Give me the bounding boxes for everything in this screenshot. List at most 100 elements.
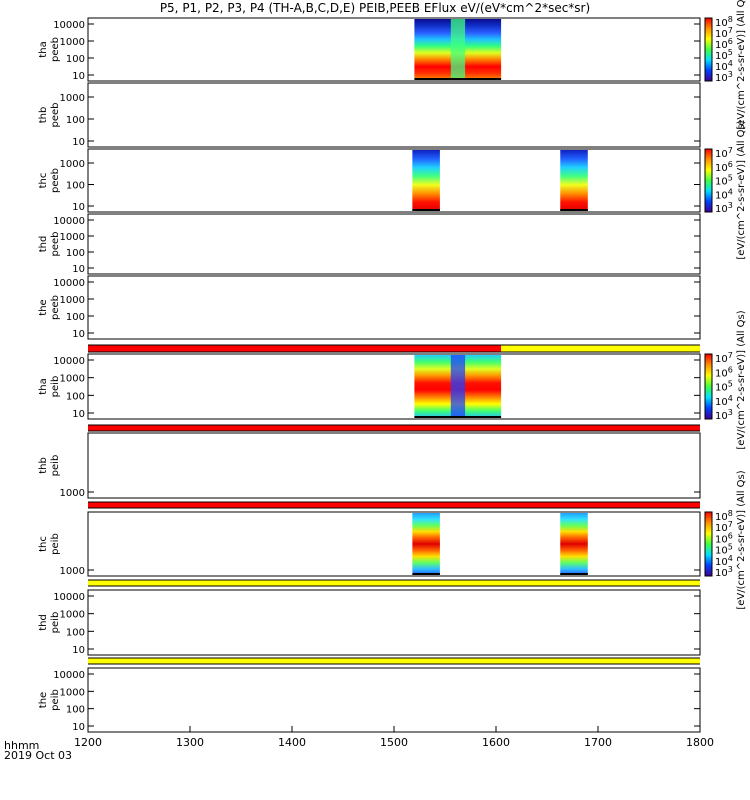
colorbar-tick-label: 106: [715, 531, 733, 545]
colorbar-tick-label: 104: [715, 59, 733, 73]
y-tick-label: 10000: [53, 670, 85, 681]
x-tick-label: 1200: [74, 736, 102, 749]
colorbar: [704, 353, 713, 420]
y-label-product: peib: [50, 689, 61, 711]
x-tick-label: 1800: [686, 736, 714, 749]
y-label-probe: thc: [38, 536, 49, 552]
spectrogram-block: [560, 150, 588, 211]
spectrogram-gap: [450, 355, 466, 418]
y-tick-label: 1000: [60, 566, 85, 577]
colorbar-tick-label: 107: [715, 146, 733, 160]
y-label-probe: the: [38, 299, 49, 315]
x-tick-label: 1400: [278, 736, 306, 749]
y-tick-label: 100: [66, 181, 85, 192]
colorbar-units-label: [eV/(cm^2-s-sr-eV)] (All Qs): [736, 120, 747, 259]
panel-frame: [87, 275, 701, 340]
y-tick-label: 100: [66, 705, 85, 716]
y-tick-label: 1000: [60, 295, 85, 306]
colorbar-tick-label: 106: [715, 37, 733, 51]
x-tick-label: 1300: [176, 736, 204, 749]
spectrogram-block: [412, 513, 440, 575]
y-tick-label: 10: [72, 722, 85, 733]
mode-bar-segment: [88, 425, 700, 431]
y-label-product: peeb: [50, 232, 61, 257]
date-label: 2019 Oct 03: [4, 749, 73, 762]
y-tick-label: 100: [66, 312, 85, 323]
time-axis-label: hhmm: [4, 739, 40, 752]
y-label-product: peeb: [50, 168, 61, 193]
panel-frame: [87, 432, 701, 499]
panel-frame: [87, 148, 701, 213]
y-label-probe: thd: [38, 236, 49, 253]
y-label-probe: tha: [38, 41, 49, 57]
y-tick-label: 100: [66, 627, 85, 638]
y-tick-label: 10000: [53, 356, 85, 367]
y-tick-label: 100: [66, 54, 85, 65]
colorbar-units-label: [eV/(cm^2-s-sr-eV)] (All Qs): [736, 310, 747, 449]
y-label-product: peeb: [50, 103, 61, 128]
mode-bar-segment: [88, 580, 700, 586]
y-tick-label: 100: [66, 248, 85, 259]
x-tick-label: 1500: [380, 736, 408, 749]
colorbar-tick-label: 103: [715, 70, 733, 84]
panel-frame: [87, 353, 701, 420]
y-tick-label: 1000: [60, 37, 85, 48]
y-tick-label: 1000: [60, 374, 85, 385]
colorbar-tick-label: 105: [715, 380, 733, 394]
y-tick-label: 1000: [60, 159, 85, 170]
y-tick-label: 1000: [60, 93, 85, 104]
panel-frame: [87, 17, 701, 82]
colorbar-tick-label: 105: [715, 174, 733, 188]
y-tick-label: 10000: [53, 216, 85, 227]
panel-frame: [87, 511, 701, 577]
figure-title: P5, P1, P2, P3, P4 (TH-A,B,C,D,E) PEIB,P…: [159, 1, 591, 15]
colorbar: [704, 17, 713, 82]
y-tick-label: 10: [72, 71, 85, 82]
colorbar-tick-label: 107: [715, 520, 733, 534]
panel-frame: [87, 213, 701, 275]
y-label-product: peib: [50, 533, 61, 555]
panel-frame: [87, 589, 701, 656]
x-tick-label: 1600: [482, 736, 510, 749]
colorbar-tick-label: 107: [715, 26, 733, 40]
y-tick-label: 1000: [60, 610, 85, 621]
colorbar-tick-label: 105: [715, 48, 733, 62]
colorbar-tick-label: 108: [715, 15, 733, 29]
colorbar-tick-label: 106: [715, 365, 733, 379]
colorbar-tick-label: 103: [715, 408, 733, 422]
colorbar-tick-label: 103: [715, 201, 733, 215]
y-tick-label: 10: [72, 202, 85, 213]
colorbar-units-label: [eV/(cm^2-s-sr-eV)] (All Qs): [736, 470, 747, 609]
y-tick-label: 100: [66, 115, 85, 126]
colorbar-tick-label: 104: [715, 187, 733, 201]
colorbar-tick-label: 104: [715, 554, 733, 568]
colorbar-tick-label: 107: [715, 351, 733, 365]
colorbar-tick-label: 106: [715, 160, 733, 174]
spectrogram-block: [560, 513, 588, 575]
panel-frame: [87, 667, 701, 733]
y-label-product: peib: [50, 455, 61, 477]
y-tick-label: 1000: [60, 232, 85, 243]
y-label-product: peeb: [50, 37, 61, 62]
spectrogram-gap: [450, 19, 466, 80]
y-tick-label: 10: [72, 329, 85, 340]
colorbar: [704, 148, 713, 213]
y-tick-label: 10: [72, 264, 85, 275]
y-label-probe: thb: [38, 457, 49, 474]
y-label-probe: thc: [38, 173, 49, 189]
x-tick-label: 1700: [584, 736, 612, 749]
y-label-product: peib: [50, 612, 61, 634]
y-tick-label: 10: [72, 137, 85, 148]
y-label-probe: thb: [38, 107, 49, 124]
mode-bar-segment: [88, 658, 700, 664]
colorbar-tick-label: 104: [715, 394, 733, 408]
y-tick-label: 1000: [60, 488, 85, 499]
y-label-product: peib: [50, 376, 61, 398]
y-label-product: peeb: [50, 295, 61, 320]
y-tick-label: 1000: [60, 687, 85, 698]
y-tick-label: 100: [66, 391, 85, 402]
y-label-probe: the: [38, 692, 49, 708]
colorbar-tick-label: 103: [715, 565, 733, 579]
mode-bar-segment: [88, 345, 502, 352]
